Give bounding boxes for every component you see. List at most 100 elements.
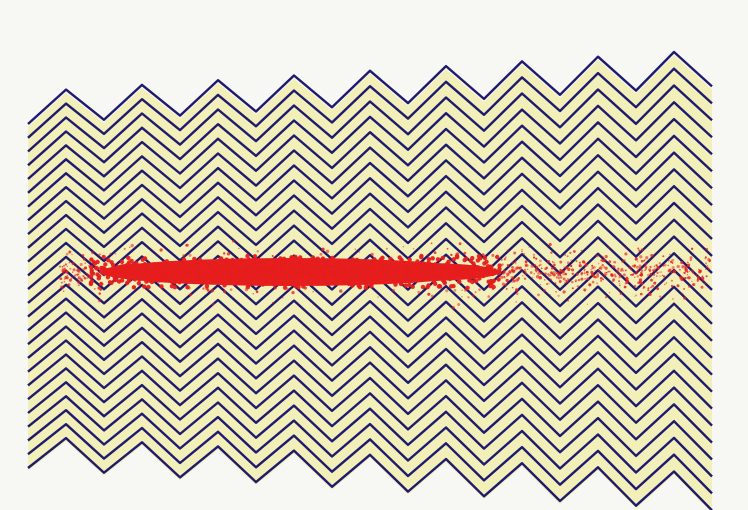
scatter-fleck [427, 292, 431, 296]
scatter-fleck [551, 273, 554, 276]
scatter-fleck [322, 271, 327, 276]
scatter-fleck [471, 294, 475, 298]
scatter-fleck [467, 296, 470, 299]
scatter-fleck [576, 285, 579, 288]
scatter-fleck [489, 264, 494, 269]
wave-fill-stripe [28, 172, 712, 238]
scatter-fleck [656, 266, 660, 270]
scatter-fleck [463, 274, 468, 279]
scatter-fleck [655, 264, 659, 267]
scatter-fleck [630, 273, 633, 276]
scatter-fleck [346, 281, 351, 286]
scatter-fleck [319, 252, 323, 256]
scatter-fleck [651, 284, 655, 288]
scatter-fleck [271, 254, 274, 258]
scatter-fleck [421, 266, 426, 271]
scatter-fleck [570, 265, 573, 268]
scatter-fleck [297, 273, 302, 278]
scatter-fleck [271, 277, 276, 282]
scatter-fleck [314, 276, 319, 282]
scatter-fleck [635, 271, 638, 275]
scatter-fleck [231, 239, 235, 243]
scatter-fleck [354, 248, 357, 250]
scatter-fleck [350, 283, 355, 288]
scatter-fleck [293, 279, 298, 284]
scatter-fleck [222, 283, 227, 288]
scatter-fleck [59, 265, 61, 268]
scatter-fleck [302, 270, 308, 275]
wave-line [27, 218, 713, 263]
scatter-fleck [162, 260, 168, 265]
scatter-fleck [59, 277, 63, 281]
scatter-fleck [72, 268, 76, 272]
scatter-fleck [539, 271, 543, 275]
scatter-fleck [74, 274, 77, 277]
scatter-fleck [451, 257, 456, 262]
scatter-fleck [459, 269, 465, 274]
scatter-fleck [501, 263, 504, 266]
scatter-fleck [187, 261, 193, 266]
scatter-fleck [137, 268, 142, 273]
scatter-fleck [595, 254, 599, 258]
scatter-fleck [559, 274, 562, 277]
scatter-fleck [492, 268, 497, 273]
scatter-fleck [311, 264, 317, 270]
scatter-fleck [694, 274, 697, 276]
wave-line [27, 134, 713, 194]
scatter-fleck [231, 274, 237, 279]
scatter-fleck [552, 273, 556, 277]
scatter-fleck [88, 280, 94, 285]
scatter-fleck [391, 272, 396, 278]
scatter-fleck [562, 290, 566, 294]
scatter-fleck [515, 288, 519, 292]
scatter-fleck [354, 257, 360, 263]
scatter-fleck [653, 281, 657, 285]
scatter-fleck [563, 281, 567, 284]
wave-fill-stripe [28, 427, 712, 510]
scatter-fleck [602, 278, 605, 281]
scatter-fleck [549, 294, 551, 296]
scatter-fleck [290, 271, 295, 277]
scatter-fleck [81, 253, 85, 257]
scatter-fleck [511, 281, 513, 283]
scatter-fleck [600, 259, 604, 262]
scatter-fleck [634, 295, 636, 297]
scatter-fleck [603, 266, 605, 268]
scatter-fleck [664, 283, 666, 286]
wave-fill-stripe [28, 287, 712, 344]
scatter-fleck [679, 268, 681, 271]
scatter-fleck [144, 279, 149, 284]
scatter-fleck [566, 278, 569, 281]
scatter-fleck [105, 270, 110, 276]
scatter-fleck [365, 273, 370, 278]
scatter-fleck [243, 272, 248, 277]
scatter-fleck [599, 277, 603, 280]
wave-fill-stripe [28, 357, 712, 429]
wave-line [27, 201, 713, 249]
scatter-fleck [372, 257, 377, 262]
scatter-fleck [354, 272, 359, 277]
scatter-fleck [566, 265, 569, 269]
scatter-fleck [542, 288, 546, 293]
scatter-fleck [705, 247, 709, 251]
scatter-fleck [521, 248, 523, 251]
scatter-fleck [598, 267, 601, 270]
scatter-fleck [393, 282, 398, 287]
scatter-fleck [415, 259, 420, 264]
scatter-fleck [455, 271, 461, 276]
scatter-fleck [474, 291, 477, 294]
scatter-fleck [402, 246, 404, 248]
scatter-fleck [105, 275, 111, 280]
scatter-fleck [690, 269, 694, 273]
scatter-fleck [514, 261, 517, 263]
scatter-fleck [347, 275, 352, 280]
scatter-fleck [625, 247, 627, 250]
scatter-fleck [136, 273, 142, 279]
scatter-fleck [132, 277, 138, 282]
scatter-fleck [654, 267, 656, 269]
scatter-fleck [557, 276, 561, 280]
scatter-fleck [687, 285, 691, 288]
scatter-fleck [380, 261, 386, 266]
wave-fill-stripe [28, 55, 712, 141]
scatter-fleck [430, 294, 434, 298]
